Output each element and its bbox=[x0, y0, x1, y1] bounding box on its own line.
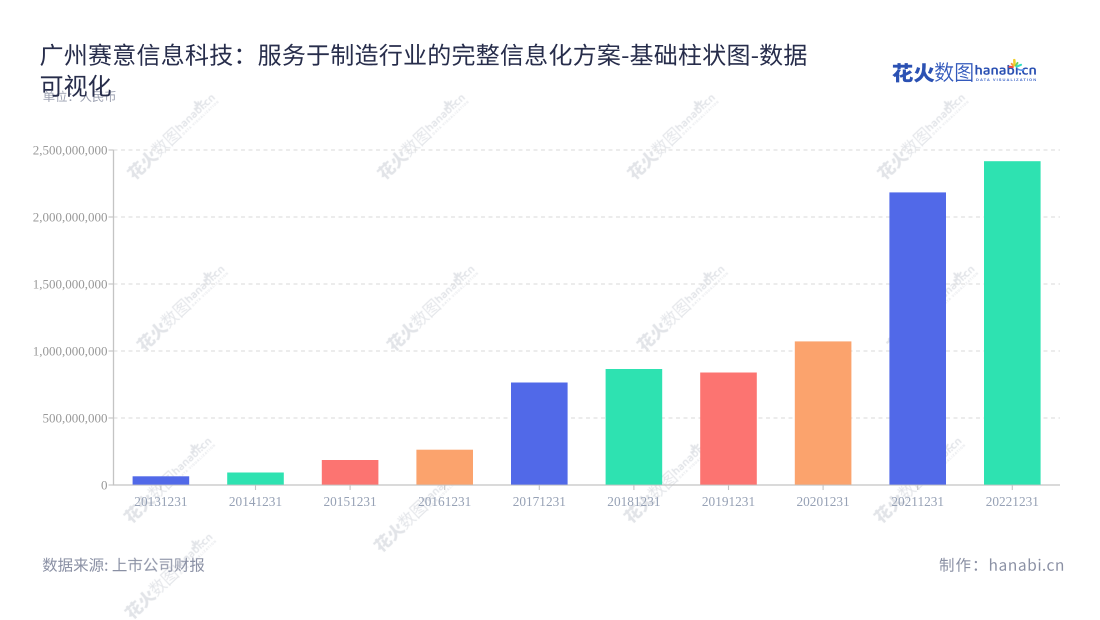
svg-text:20221231: 20221231 bbox=[986, 494, 1039, 509]
svg-text:1,500,000,000: 1,500,000,000 bbox=[33, 277, 108, 292]
svg-text:20171231: 20171231 bbox=[513, 494, 566, 509]
svg-text:20131231: 20131231 bbox=[134, 494, 187, 509]
svg-text:20161231: 20161231 bbox=[418, 494, 471, 509]
svg-text:1,000,000,000: 1,000,000,000 bbox=[33, 344, 108, 359]
svg-text:20141231: 20141231 bbox=[229, 494, 282, 509]
svg-text:2,500,000,000: 2,500,000,000 bbox=[33, 143, 108, 158]
svg-text:500,000,000: 500,000,000 bbox=[43, 411, 108, 426]
svg-text:20151231: 20151231 bbox=[324, 494, 377, 509]
svg-text:20191231: 20191231 bbox=[702, 494, 755, 509]
svg-text:0: 0 bbox=[101, 478, 108, 493]
svg-text:20211231: 20211231 bbox=[891, 494, 944, 509]
svg-text:2,000,000,000: 2,000,000,000 bbox=[33, 210, 108, 225]
svg-text:DATA VISUALIZATION: DATA VISUALIZATION bbox=[976, 77, 1036, 82]
svg-text:20201231: 20201231 bbox=[797, 494, 850, 509]
svg-text:20181231: 20181231 bbox=[607, 494, 660, 509]
